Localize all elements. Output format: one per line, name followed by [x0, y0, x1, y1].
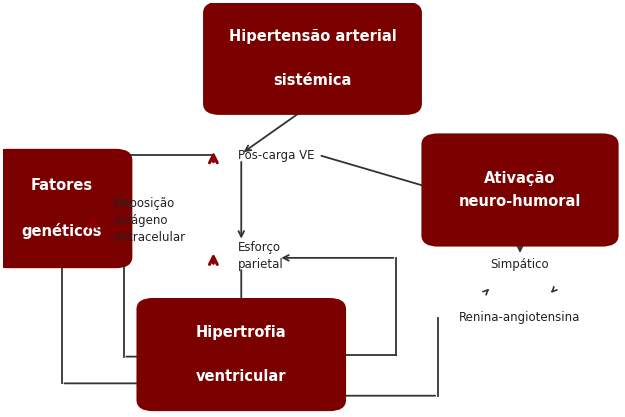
- Text: Hipertrofia

ventricular: Hipertrofia ventricular: [196, 325, 287, 384]
- Text: Renina-angiotensina: Renina-angiotensina: [459, 311, 581, 324]
- Text: Simpático: Simpático: [491, 258, 549, 271]
- FancyBboxPatch shape: [0, 150, 131, 267]
- Text: Deposição
colágeno
extracelular: Deposição colágeno extracelular: [114, 197, 186, 244]
- Text: Pós-carga VE: Pós-carga VE: [238, 148, 314, 161]
- FancyBboxPatch shape: [138, 299, 345, 410]
- FancyBboxPatch shape: [204, 3, 421, 114]
- Text: Ativação
neuro-humoral: Ativação neuro-humoral: [459, 171, 581, 208]
- Text: Esforço
parietal: Esforço parietal: [238, 241, 284, 271]
- FancyBboxPatch shape: [422, 134, 618, 246]
- Text: Fatores

genéticos: Fatores genéticos: [21, 178, 102, 239]
- Text: Hipertensão arterial

sistémica: Hipertensão arterial sistémica: [229, 29, 396, 88]
